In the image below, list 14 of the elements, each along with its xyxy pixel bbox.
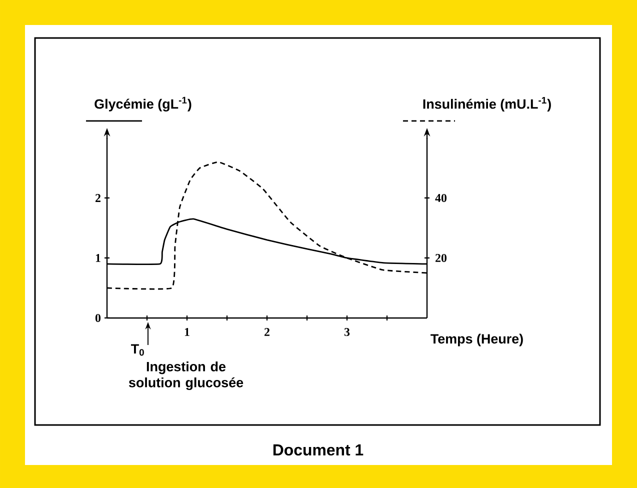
text: Ingestion de solution glucosée	[128, 362, 244, 390]
text: Document 1	[273, 444, 364, 456]
y-axis-title: Glycémie (gL$^{-1}$)	[94, 96, 192, 112]
y2-axis-title: Insulinémie (mU.L$^{-1}$)	[423, 96, 551, 112]
x-axis-title: Temps (Heure)	[430, 334, 523, 346]
y-tick-label: 2	[96, 194, 100, 202]
y2-tick-label: 40	[435, 194, 447, 202]
y-tick-label: 1	[96, 254, 100, 262]
text: T$_{0}$	[131, 344, 144, 356]
y-tick-label: 0	[95, 314, 101, 322]
y2-tick-label: 20	[436, 254, 447, 262]
x-tick-label: 3	[344, 328, 350, 336]
x-tick-label: 1	[184, 328, 190, 336]
x-tick-label: 2	[264, 328, 270, 336]
